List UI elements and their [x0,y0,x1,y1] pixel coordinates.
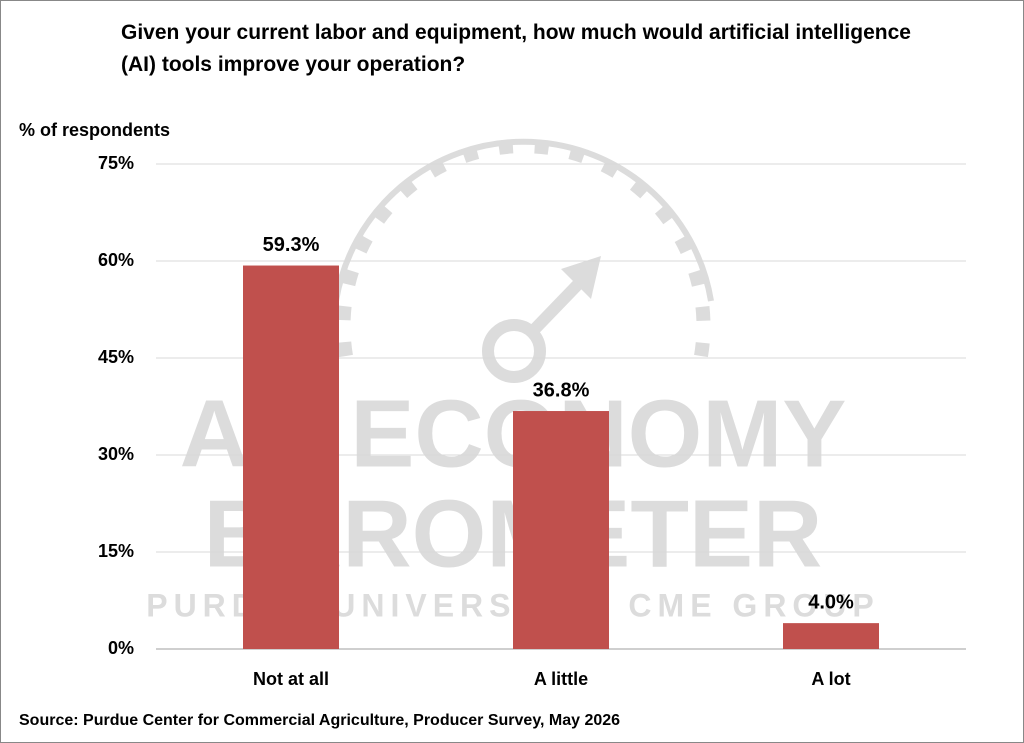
x-tick-label: A lot [811,669,850,689]
watermark-gauge [333,138,714,383]
x-tick-label: A little [534,669,588,689]
y-tick-label: 60% [98,250,134,270]
y-tick-label: 30% [98,444,134,464]
y-axis-label: % of respondents [19,120,170,140]
y-tick-label: 15% [98,541,134,561]
data-label: 36.8% [533,379,590,401]
bar [243,265,339,649]
data-label: 59.3% [263,234,320,256]
bar [513,411,609,649]
chart-title: Given your current labor and equipment, … [121,21,911,76]
source-note: Source: Purdue Center for Commercial Agr… [19,712,620,729]
bar [783,623,879,649]
y-tick-label: 75% [98,153,134,173]
y-tick-label: 0% [108,638,134,658]
x-tick-label: Not at all [253,669,329,689]
data-label: 4.0% [808,591,854,613]
y-tick-label: 45% [98,347,134,367]
